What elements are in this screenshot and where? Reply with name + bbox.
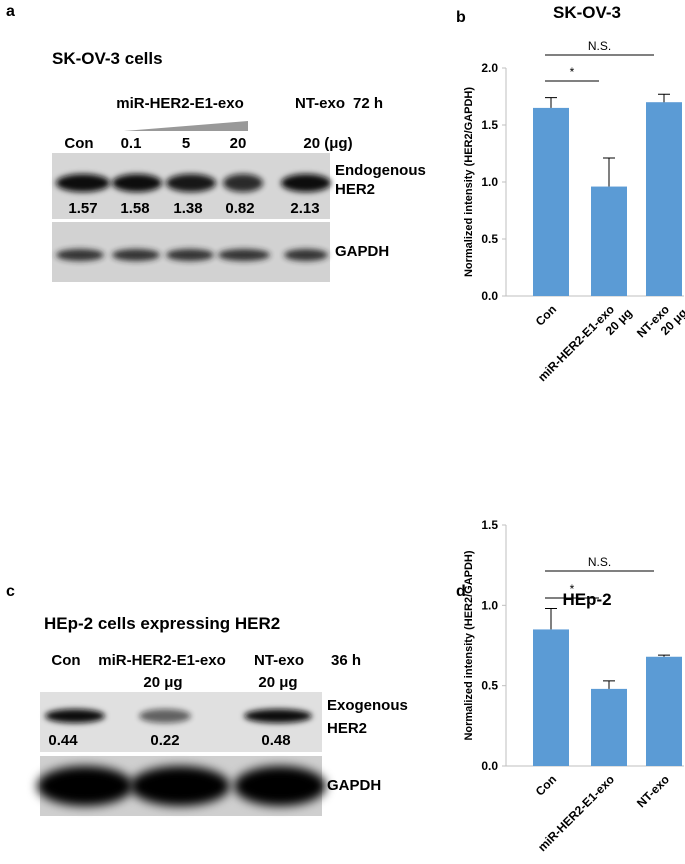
panel-letter: b (456, 9, 466, 26)
x-tick-label: Con (533, 302, 559, 328)
bar (591, 186, 627, 296)
dose-wedge (124, 121, 248, 131)
y-tick-label: 1.5 (481, 518, 498, 532)
lane-label: 20 (μg) (303, 135, 352, 152)
band (218, 249, 270, 261)
error-bar (545, 97, 557, 108)
band (223, 174, 263, 192)
bar (646, 102, 682, 296)
significance-label: * (570, 65, 575, 79)
error-bar (545, 608, 557, 630)
band-quantity: 2.13 (290, 200, 319, 217)
y-tick-label: 0.5 (481, 232, 498, 246)
control-label: GAPDH (327, 777, 381, 794)
band-quantity: 0.82 (225, 200, 254, 217)
band-quantity: 1.38 (173, 200, 202, 217)
blot-title: HEp-2 cells expressing HER2 (44, 614, 280, 633)
band (37, 766, 133, 806)
error-bar (603, 157, 615, 187)
significance-label: * (570, 582, 575, 596)
error-bar (658, 93, 670, 103)
lane-label: 20 (230, 135, 247, 152)
y-tick-label: 1.5 (481, 118, 498, 132)
band (234, 766, 326, 806)
y-axis-title: Normalized intensity (HER2/GAPDH) (463, 87, 475, 277)
band-quantity: 0.44 (48, 732, 78, 749)
y-tick-label: 0.0 (481, 289, 498, 303)
x-tick-label: NT-exo (634, 772, 672, 810)
band (244, 709, 312, 723)
target-label: Exogenous (327, 697, 408, 714)
panel-letter: a (6, 3, 15, 20)
dose: 20 μg (258, 674, 297, 691)
band-quantity: 0.48 (261, 732, 290, 749)
chart-title: HEp-2 (562, 590, 611, 609)
lane-label: NT-exo (254, 652, 304, 669)
band-quantity: 0.22 (150, 732, 179, 749)
bar (591, 688, 627, 766)
lane-label: 5 (182, 135, 190, 152)
panel-letter: c (6, 583, 15, 600)
significance-label: N.S. (588, 555, 611, 569)
band (166, 174, 216, 192)
time: 36 h (331, 652, 361, 669)
target-label: Endogenous (335, 162, 426, 179)
band (130, 766, 230, 806)
error-bar (603, 680, 615, 689)
treatment: miR-HER2-E1-exo (116, 95, 244, 112)
band-quantity: 1.58 (120, 200, 149, 217)
x-tick-label: Con (533, 772, 559, 798)
time: 72 h (353, 95, 383, 112)
error-bar (658, 654, 670, 657)
lane-label: 0.1 (121, 135, 142, 152)
blot-panel: SK-OV-3 cells miR-HER2-E1-exo NT-exo 72 … (52, 49, 426, 282)
chart-title: SK-OV-3 (553, 3, 621, 22)
dose: 20 μg (143, 674, 182, 691)
band (166, 249, 214, 261)
panel-letter: d (456, 583, 466, 600)
bar (646, 656, 682, 766)
control-label: GAPDH (335, 243, 389, 260)
lane-label: Con (64, 135, 93, 152)
lane-label: Con (51, 652, 80, 669)
y-tick-label: 2.0 (481, 61, 498, 75)
lane-label: miR-HER2-E1-exo (98, 652, 226, 669)
band (56, 249, 104, 261)
band (281, 174, 331, 192)
y-tick-label: 1.0 (481, 598, 498, 612)
band (112, 249, 160, 261)
band-quantity: 1.57 (68, 200, 97, 217)
y-tick-label: 0.5 (481, 679, 498, 693)
bar (533, 107, 569, 297)
y-axis-title: Normalized intensity (HER2/GAPDH) (463, 550, 475, 740)
target-label: HER2 (335, 181, 375, 198)
blot-panel: HEp-2 cells expressing HER2 Con miR-HER2… (37, 614, 408, 816)
x-tick-label: NT-exo20 μg (634, 295, 685, 351)
treatment: NT-exo (295, 95, 345, 112)
band (56, 174, 110, 192)
band (112, 174, 162, 192)
significance-label: N.S. (588, 39, 611, 53)
band (45, 709, 105, 723)
band (284, 249, 328, 261)
blot-title: SK-OV-3 cells (52, 49, 163, 68)
target-label: HER2 (327, 720, 367, 737)
y-tick-label: 0.0 (481, 759, 498, 773)
band (139, 709, 191, 723)
y-tick-label: 1.0 (481, 175, 498, 189)
bar (533, 629, 569, 766)
